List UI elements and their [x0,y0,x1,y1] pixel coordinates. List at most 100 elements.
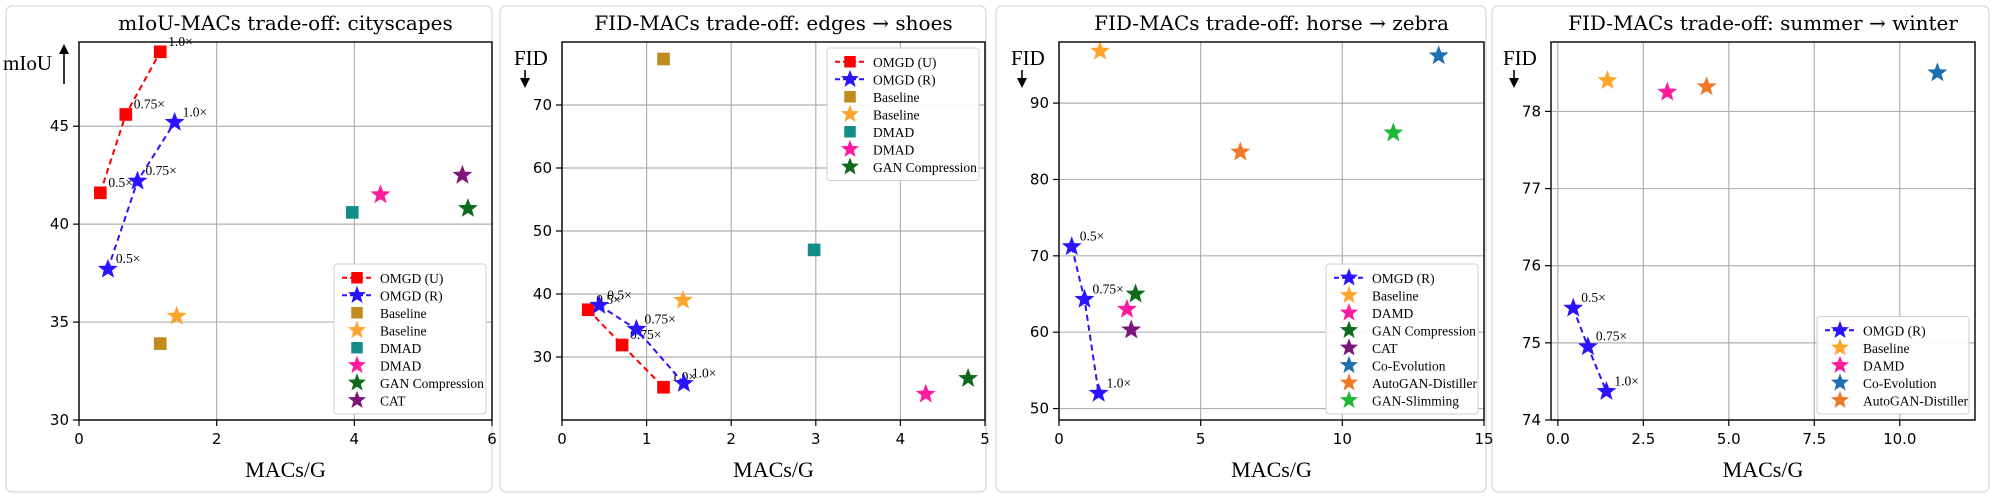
series-5 [1121,319,1142,339]
y-arrow-down-head-icon [1017,78,1027,88]
legend-box [333,263,487,415]
y-tick-label: 76 [1522,257,1541,275]
data-point [345,206,359,219]
data-label: 0.5× [1581,290,1606,305]
series-5 [1696,76,1717,96]
data-point [1117,298,1137,318]
axes-frame [1550,41,1976,421]
legend-label: GAN-Slimming [1372,393,1459,408]
legend-box [1816,316,1970,415]
series-8 [452,164,473,184]
data-point [657,52,670,66]
data-point [589,294,610,314]
legend-item: Baseline [1339,285,1419,303]
legend-label: GAN Compression [1372,323,1476,338]
legend-label: OMGD (U) [873,55,936,70]
y-tick-label: 40 [50,215,69,233]
x-tick-label: 0 [74,430,84,448]
y-tick-label: 35 [50,313,69,331]
series-8 [1383,122,1404,142]
data-point [166,305,187,325]
data-point [673,373,694,392]
legend-item: GAN Compression [347,373,484,391]
legend-label: DAMD [1372,306,1414,321]
legend-marker [840,139,860,157]
legend-marker [351,272,363,284]
series-3 [153,337,167,350]
legend-marker [840,157,860,175]
x-axis-label: MACs/G [245,457,326,482]
data-point [1428,45,1449,65]
data-point [97,258,118,278]
data-point [915,383,936,403]
x-tick-label: 6 [487,430,497,448]
data-point [153,337,167,350]
legend: OMGD (R) Baseline DAMD Co-Evolution AutoGAN-… [1816,316,1970,415]
x-tick-label: 2 [726,430,736,448]
data-point [1563,297,1584,317]
panel-frame-3 [995,5,1487,493]
data-point [673,289,693,309]
data-point [1230,141,1251,161]
y-tick-label: 30 [533,348,552,366]
data-point [1061,236,1082,256]
series-7 [1230,141,1251,161]
series-3 [1117,298,1137,318]
legend-label: Baseline [1372,288,1419,303]
legend-label: DMAD [873,125,915,140]
x-tick-label: 15 [1474,430,1493,448]
data-point [127,170,148,190]
legend-item: CAT [347,390,406,408]
y-axis-label: mIoU [3,51,52,75]
legend-marker [1830,390,1850,408]
data-point [807,243,821,257]
data-label: 0.5× [607,287,632,302]
legend-label: DMAD [873,142,915,157]
legend-label: Baseline [380,306,427,321]
legend-marker [347,320,367,338]
data-label: 0.75× [644,311,675,326]
legend-item: Baseline [351,306,427,321]
y-tick-label: 60 [1030,323,1049,341]
series-7 [958,367,979,387]
legend-label: AutoGAN-Distiller [1372,376,1477,391]
y-tick-label: 60 [533,159,552,177]
legend-label: Baseline [873,107,920,122]
data-point [1596,381,1617,400]
series-2 [1090,40,1111,60]
legend-box [1325,263,1479,415]
axes-frame [1058,41,1485,421]
data-label: 1.0× [183,104,208,119]
legend-marker [1339,285,1359,303]
data-point [1090,40,1111,60]
data-point [1383,122,1404,142]
data-point [452,164,473,184]
data-point [1597,70,1618,90]
y-tick-label: 78 [1522,102,1541,120]
data-point [370,184,391,204]
legend-marker [844,56,856,68]
data-label: 0.5× [1080,229,1105,244]
series-1: 0.5× 0.75× 1.0× [1061,229,1132,402]
x-tick-label: 2.5 [1631,430,1655,448]
legend-item: DAMD [1830,355,1905,373]
legend-item: GAN Compression [840,157,977,175]
legend-marker [347,373,367,391]
legend-label: CAT [380,393,406,408]
series-7 [457,198,478,217]
legend-item: AutoGAN-Distiller [1830,390,1968,408]
x-tick-label: 5.0 [1717,430,1741,448]
legend-label: OMGD (U) [380,271,443,286]
legend-label: OMGD (R) [1372,271,1435,286]
legend-label: Baseline [380,323,427,338]
series-4 [166,305,187,325]
data-point [94,186,107,200]
series-2: 0.5× 0.75× 1.0× [589,287,716,392]
legend-marker [347,355,367,373]
legend-marker [1339,303,1359,321]
data-point [1121,319,1142,339]
data-point [1696,76,1717,96]
y-tick-label: 74 [1522,411,1541,429]
axes-frame [78,41,493,421]
data-label: 1.0× [1107,375,1132,390]
